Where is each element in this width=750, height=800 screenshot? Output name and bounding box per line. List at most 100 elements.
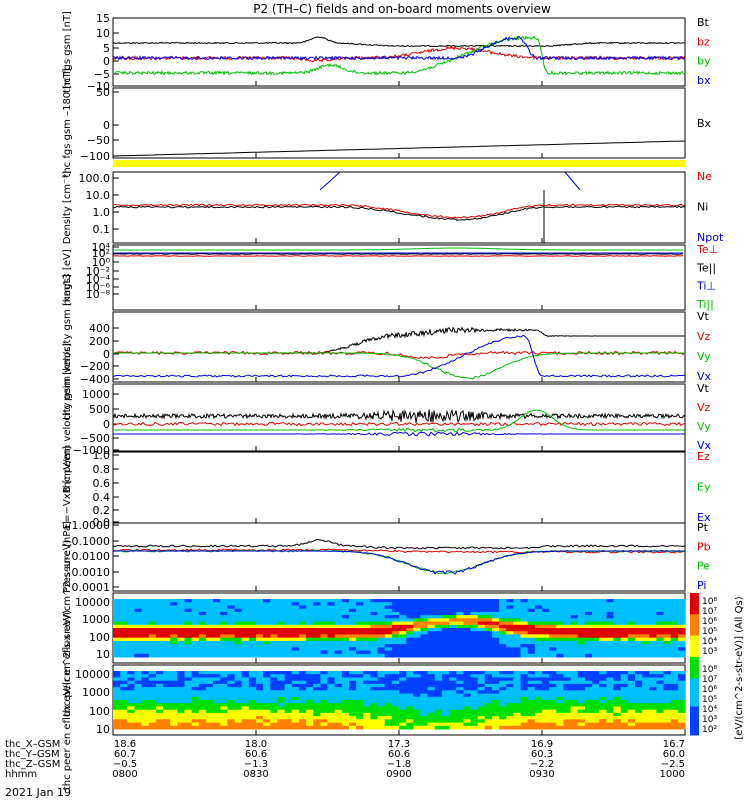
heatmap-cell [356, 709, 364, 714]
series-bz [112, 45, 686, 63]
heatmap-cell [120, 615, 128, 619]
colorbar-swatch [690, 603, 699, 608]
heatmap-cell [584, 703, 593, 707]
heatmap-cell [341, 618, 350, 622]
heatmap-cell [234, 674, 243, 678]
heatmap-cell [120, 618, 128, 622]
heatmap-cell [356, 683, 364, 688]
heatmap-cell [427, 696, 436, 701]
heatmap-cell [205, 608, 214, 613]
heatmap-cell [592, 653, 600, 658]
heatmap-cell [613, 690, 622, 694]
heatmap-cell [277, 725, 286, 730]
heatmap-cell [177, 634, 186, 639]
overlays: 10⁸10⁷10⁶10⁵10⁴10³10⁸10⁷10⁶10⁵10⁴10³10²[… [112, 35, 745, 740]
heatmap-cell [649, 683, 657, 688]
heatmap-cell [677, 674, 686, 678]
heatmap-cell [177, 624, 186, 629]
heatmap-cell [155, 637, 164, 642]
heatmap-cell [606, 719, 615, 723]
heatmap-cell [599, 677, 607, 682]
colorbar-swatch [690, 642, 699, 647]
heatmap-cell [220, 725, 228, 730]
y-tick-label: 0.4 [93, 491, 111, 504]
heatmap-cell [463, 634, 472, 639]
heatmap-cell [148, 611, 157, 616]
heatmap-cell [327, 621, 336, 626]
heatmap-cell [463, 640, 472, 645]
heatmap-cell [635, 683, 643, 688]
legend-bx: Bx [697, 117, 712, 130]
heatmap-cell [520, 618, 529, 622]
heatmap-cell [656, 640, 665, 645]
y-tick-label: 0.6 [93, 477, 111, 490]
heatmap-cell [384, 674, 393, 678]
heatmap-cell [463, 628, 472, 632]
heatmap-cell [584, 671, 593, 675]
heatmap-cell [470, 687, 479, 691]
heatmap-cell [399, 712, 407, 717]
colorbar-swatch [690, 664, 699, 669]
heatmap-cell [155, 677, 164, 682]
heatmap-cell [277, 703, 286, 707]
heatmap-cell [184, 621, 193, 626]
heatmap-cell [613, 634, 622, 639]
y-tick-label: 10 [96, 27, 110, 40]
heatmap-cell [205, 628, 214, 632]
heatmap-cell [520, 693, 529, 698]
heatmap-cell [291, 644, 300, 648]
heatmap-cell [484, 693, 493, 698]
heatmap-cell [399, 696, 407, 701]
heatmap-cell [141, 608, 150, 613]
heatmap-cell [370, 709, 379, 714]
heatmap-cell [592, 628, 600, 632]
heatmap-cell [127, 631, 135, 635]
y-tick-label: 100 [89, 705, 110, 718]
heatmap-cell [570, 716, 579, 720]
heatmap-cell [148, 716, 157, 720]
heatmap-cell [656, 700, 665, 704]
heatmap-cell [477, 703, 486, 707]
heatmap-cell [334, 650, 343, 655]
heatmap-cell [542, 637, 550, 642]
heatmap-cell [155, 674, 164, 678]
heatmap-cell [506, 615, 514, 619]
heatmap-cell [649, 703, 657, 707]
y-tick-label: 50 [96, 86, 110, 99]
heatmap-cell [463, 624, 472, 629]
heatmap-cell [606, 634, 615, 639]
heatmap-cell [663, 631, 672, 635]
heatmap-cell [563, 680, 572, 685]
heatmap-cell [492, 674, 500, 678]
heatmap-cell [663, 725, 672, 730]
heatmap-cell [434, 693, 443, 698]
heatmap-cell [213, 640, 221, 645]
heatmap-cell [334, 608, 343, 613]
heatmap-cell [141, 621, 150, 626]
heatmap-cell [656, 644, 665, 648]
heatmap-cell [291, 687, 300, 691]
heatmap-cell [127, 706, 135, 711]
heatmap-cell [227, 677, 236, 682]
heatmap-cell [113, 624, 121, 629]
heatmap-cell [620, 640, 629, 645]
heatmap-cell [384, 706, 393, 711]
heatmap-cell [656, 650, 665, 655]
heatmap-cell [627, 621, 636, 626]
heatmap-cell [477, 671, 486, 675]
heatmap-cell [377, 640, 386, 645]
heatmap-cell [606, 618, 615, 622]
heatmap-cell [248, 602, 257, 606]
heatmap-cell [248, 631, 257, 635]
heatmap-cell [177, 712, 186, 717]
heatmap-cell [341, 700, 350, 704]
heatmap-cell [656, 690, 665, 694]
heatmap-cell [320, 634, 329, 639]
heatmap-cell [441, 690, 450, 694]
heatmap-cell [306, 618, 314, 622]
heatmap-cell [456, 650, 464, 655]
heatmap-cell [441, 725, 450, 730]
heatmap-cell [606, 615, 615, 619]
heatmap-cell [463, 671, 472, 675]
heatmap-cell [155, 680, 164, 685]
